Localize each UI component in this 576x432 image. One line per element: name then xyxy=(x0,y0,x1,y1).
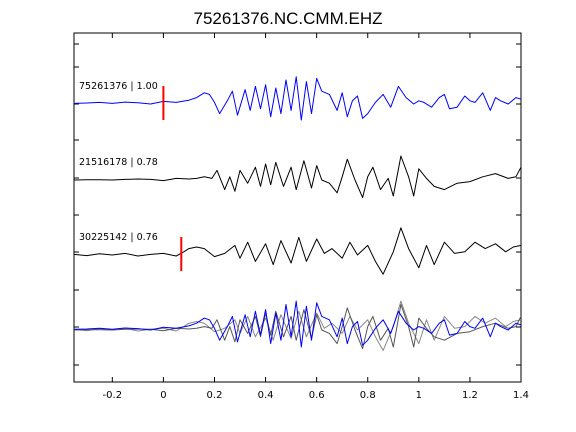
x-tick-label: 0.4 xyxy=(258,390,274,401)
x-tick-label: 0 xyxy=(160,390,166,401)
x-tick-label: 1.2 xyxy=(462,390,478,401)
traces: 75261376 | 1.00 21516178 | 0.78 30225142 |… xyxy=(73,76,522,275)
trace-2-line xyxy=(73,155,522,199)
x-tick-label: 1 xyxy=(416,390,422,401)
overlay-trace-1 xyxy=(73,300,522,348)
trace-1-label: 75261376 | 1.00 xyxy=(79,81,158,92)
y-axis-ticks xyxy=(74,43,521,366)
overlay-trace-2 xyxy=(73,304,522,350)
overlay-traces xyxy=(73,300,522,351)
overlay-trace-3 xyxy=(73,300,522,351)
trace-3-label: 30225142 | 0.76 xyxy=(79,232,158,243)
plot-frame xyxy=(73,32,522,383)
trace-2-label: 21516178 | 0.78 xyxy=(79,157,158,168)
trace-3-line xyxy=(73,227,522,275)
x-tick-label: 1.4 xyxy=(513,390,529,401)
x-tick-label: 0.6 xyxy=(309,390,325,401)
trace-1-line xyxy=(73,76,522,121)
x-axis: -0.2 0 0.2 0.4 0.6 0.8 1 1.2 1.4 xyxy=(103,33,529,401)
x-tick-label: -0.2 xyxy=(103,390,123,401)
x-tick-label: 0.8 xyxy=(360,390,376,401)
chart-title: 75261376.NC.CMM.EHZ xyxy=(194,9,383,28)
x-tick-label: 0.2 xyxy=(207,390,223,401)
